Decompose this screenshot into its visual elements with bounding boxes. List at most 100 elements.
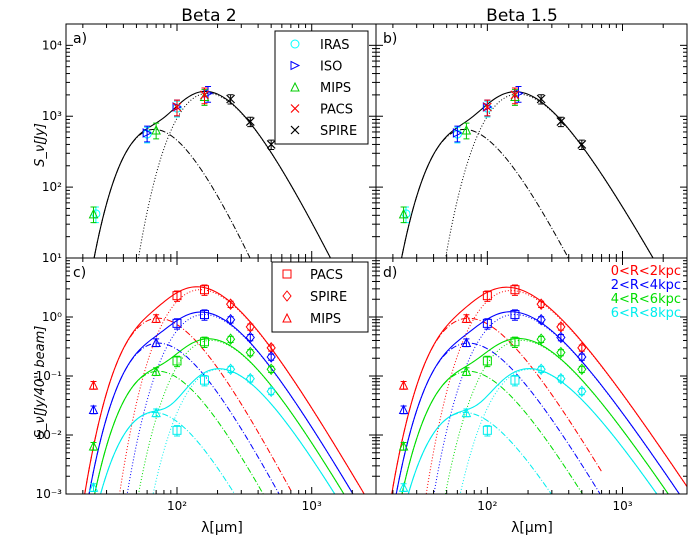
data-point-mips: [88, 482, 99, 492]
legend-label: MIPS: [320, 81, 351, 96]
legend-marker: [290, 81, 300, 92]
bottom-panel-1-plot: [391, 284, 687, 494]
total-model-line: [100, 368, 336, 494]
data-point-spire: [225, 298, 236, 310]
data-point-pacs: [510, 310, 520, 320]
warm-component-line: [401, 370, 584, 494]
data-point-mips: [398, 482, 409, 492]
data-point-mips: [151, 366, 161, 376]
legend-top: IRAS ISO MIPS PACS SPIRE: [274, 30, 369, 145]
data-point-pacs: [482, 356, 492, 366]
data-point-spire: [536, 298, 546, 310]
legend-label: ISO: [320, 60, 342, 75]
y-axis-label-top: S_ν[Jy]: [33, 123, 48, 167]
warm-component-line: [93, 128, 251, 258]
data-point-iso: [142, 128, 153, 138]
data-point-spire: [225, 313, 236, 326]
data-point-spire: [556, 372, 566, 385]
data-point-mips: [88, 404, 99, 415]
data-point-pacs: [172, 425, 182, 435]
x-tick-label: 10³: [612, 499, 632, 513]
data-point-mips: [398, 380, 409, 390]
warm-component-line: [401, 128, 569, 258]
total-model-line: [401, 337, 669, 494]
legend-label: SPIRE: [320, 124, 357, 139]
data-point-spire: [577, 363, 587, 376]
data-point-spire: [536, 313, 546, 326]
total-model-line: [94, 338, 345, 494]
data-point-mips: [88, 440, 99, 451]
panel-label: b): [383, 31, 397, 47]
data-point-pacs: [510, 337, 520, 347]
legend-marker: [290, 104, 300, 113]
data-point-pacs: [482, 425, 492, 435]
total-model-line: [88, 311, 354, 494]
data-point-mips: [151, 124, 161, 135]
data-point-pacs: [199, 337, 209, 347]
data-point-pacs: [482, 102, 492, 112]
data-point-mips: [398, 404, 409, 415]
y-tick-label: 10⁻³: [36, 487, 63, 501]
cold-component-line: [137, 92, 331, 258]
warm-component-line: [392, 317, 603, 488]
data-point-spire: [225, 333, 236, 346]
legend-label: PACS: [310, 268, 343, 283]
data-point-spire: [245, 372, 255, 385]
legend-marker: [282, 290, 292, 302]
data-point-spire: [266, 363, 276, 376]
radial-region-label: 4<R<6kpc: [611, 292, 681, 307]
cold-component-line: [137, 339, 345, 494]
cold-component-line: [425, 290, 687, 494]
data-point-spire: [266, 342, 276, 354]
data-point-pacs: [510, 90, 520, 100]
data-point-iso: [452, 128, 463, 138]
data-point-spire: [556, 331, 566, 344]
cold-component-line: [444, 339, 669, 494]
data-point-pacs: [510, 285, 520, 295]
data-point-spire: [577, 140, 587, 149]
data-point-pacs: [199, 285, 209, 295]
total-model-line: [84, 286, 365, 494]
column-title-beta-2: Beta 2: [181, 6, 236, 26]
panel-label: c): [73, 265, 86, 281]
legend-bottom: PACS SPIRE MIPS: [271, 261, 369, 333]
y-tick-label: 10¹: [42, 251, 62, 265]
error-bar: [454, 125, 461, 143]
panel-frame: [375, 23, 688, 259]
error-bar: [144, 125, 151, 143]
data-point-mips: [461, 407, 472, 418]
legend-label: SPIRE: [310, 290, 347, 305]
warm-component-line: [100, 411, 236, 494]
cold-component-line: [152, 368, 336, 494]
data-point-spire: [245, 117, 255, 127]
x-tick-label: 10³: [302, 499, 322, 513]
y-tick-label: 10²: [42, 180, 62, 194]
x-axis-label-right: λ[μm]: [511, 520, 553, 536]
legend-marker: [290, 125, 300, 135]
top-panel-1-plot: [398, 86, 654, 258]
error-bar: [201, 87, 208, 105]
data-point-mips: [398, 440, 409, 451]
total-model-line: [391, 286, 687, 494]
panel-label: d): [383, 265, 397, 281]
data-point-pacs: [199, 375, 209, 385]
data-point-mips: [398, 208, 409, 219]
bottom-panel-0-plot: [84, 284, 365, 494]
data-point-pacs: [172, 291, 182, 301]
data-point-mips: [151, 337, 161, 347]
data-point-pacs: [482, 318, 492, 328]
panel-0-0-axes: 10¹ 10² 10³ 10⁴: [42, 23, 377, 265]
data-point-spire: [577, 385, 587, 398]
error-bar: [173, 99, 180, 117]
data-point-mips: [88, 208, 99, 219]
x-tick-label: 10²: [167, 499, 187, 513]
data-point-spire: [245, 346, 255, 359]
data-point-pacs: [510, 375, 520, 385]
legend-label: PACS: [320, 103, 353, 118]
data-point-spire: [556, 117, 566, 127]
y-tick-label: 10⁻¹: [36, 369, 63, 383]
data-point-pacs: [200, 90, 209, 100]
data-point-spire: [577, 351, 587, 363]
